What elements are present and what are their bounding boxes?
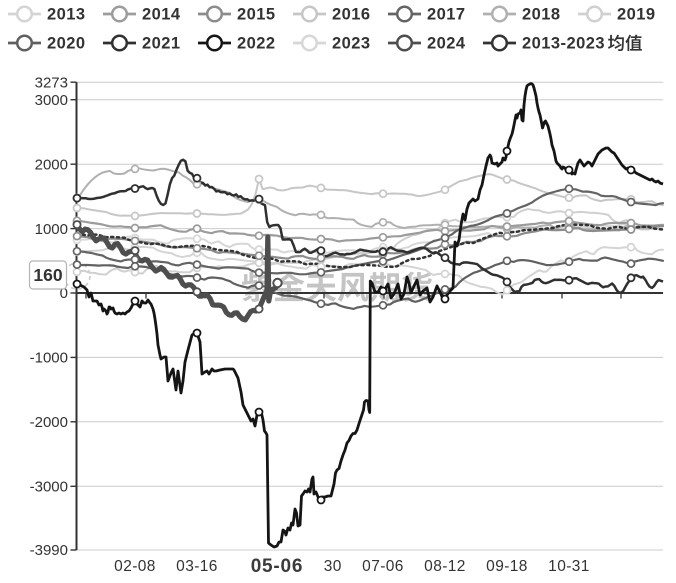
- svg-text:09-18: 09-18: [486, 558, 528, 575]
- svg-text:05-06: 05-06: [251, 556, 304, 577]
- svg-text:2016: 2016: [332, 6, 371, 24]
- svg-text:07-06: 07-06: [362, 558, 404, 575]
- svg-text:2018: 2018: [522, 6, 561, 24]
- svg-text:160: 160: [33, 265, 62, 285]
- svg-text:2024: 2024: [427, 35, 466, 53]
- svg-text:2014: 2014: [142, 6, 181, 24]
- svg-text:2013-2023: 2013-2023: [522, 35, 605, 53]
- svg-text:3000: 3000: [35, 92, 68, 109]
- svg-text:10-31: 10-31: [548, 558, 590, 575]
- svg-text:02-08: 02-08: [114, 558, 156, 575]
- svg-text:-2000: -2000: [30, 414, 68, 431]
- svg-text:03-16: 03-16: [176, 558, 218, 575]
- svg-text:2020: 2020: [47, 35, 86, 53]
- svg-text:2023: 2023: [332, 35, 371, 53]
- svg-text:3273: 3273: [35, 74, 68, 91]
- svg-text:0: 0: [60, 285, 68, 302]
- svg-text:2017: 2017: [427, 6, 466, 24]
- svg-text:1000: 1000: [35, 221, 68, 238]
- svg-text:2015: 2015: [237, 6, 276, 24]
- svg-text:-1000: -1000: [30, 350, 68, 367]
- svg-text:2013: 2013: [47, 6, 86, 24]
- svg-text:2022: 2022: [237, 35, 276, 53]
- svg-text:-3990: -3990: [30, 542, 68, 559]
- svg-text:08-12: 08-12: [424, 558, 466, 575]
- svg-text:-3000: -3000: [30, 479, 68, 496]
- svg-text:2000: 2000: [35, 156, 68, 173]
- svg-text:2019: 2019: [617, 6, 656, 24]
- svg-text:2021: 2021: [142, 35, 181, 53]
